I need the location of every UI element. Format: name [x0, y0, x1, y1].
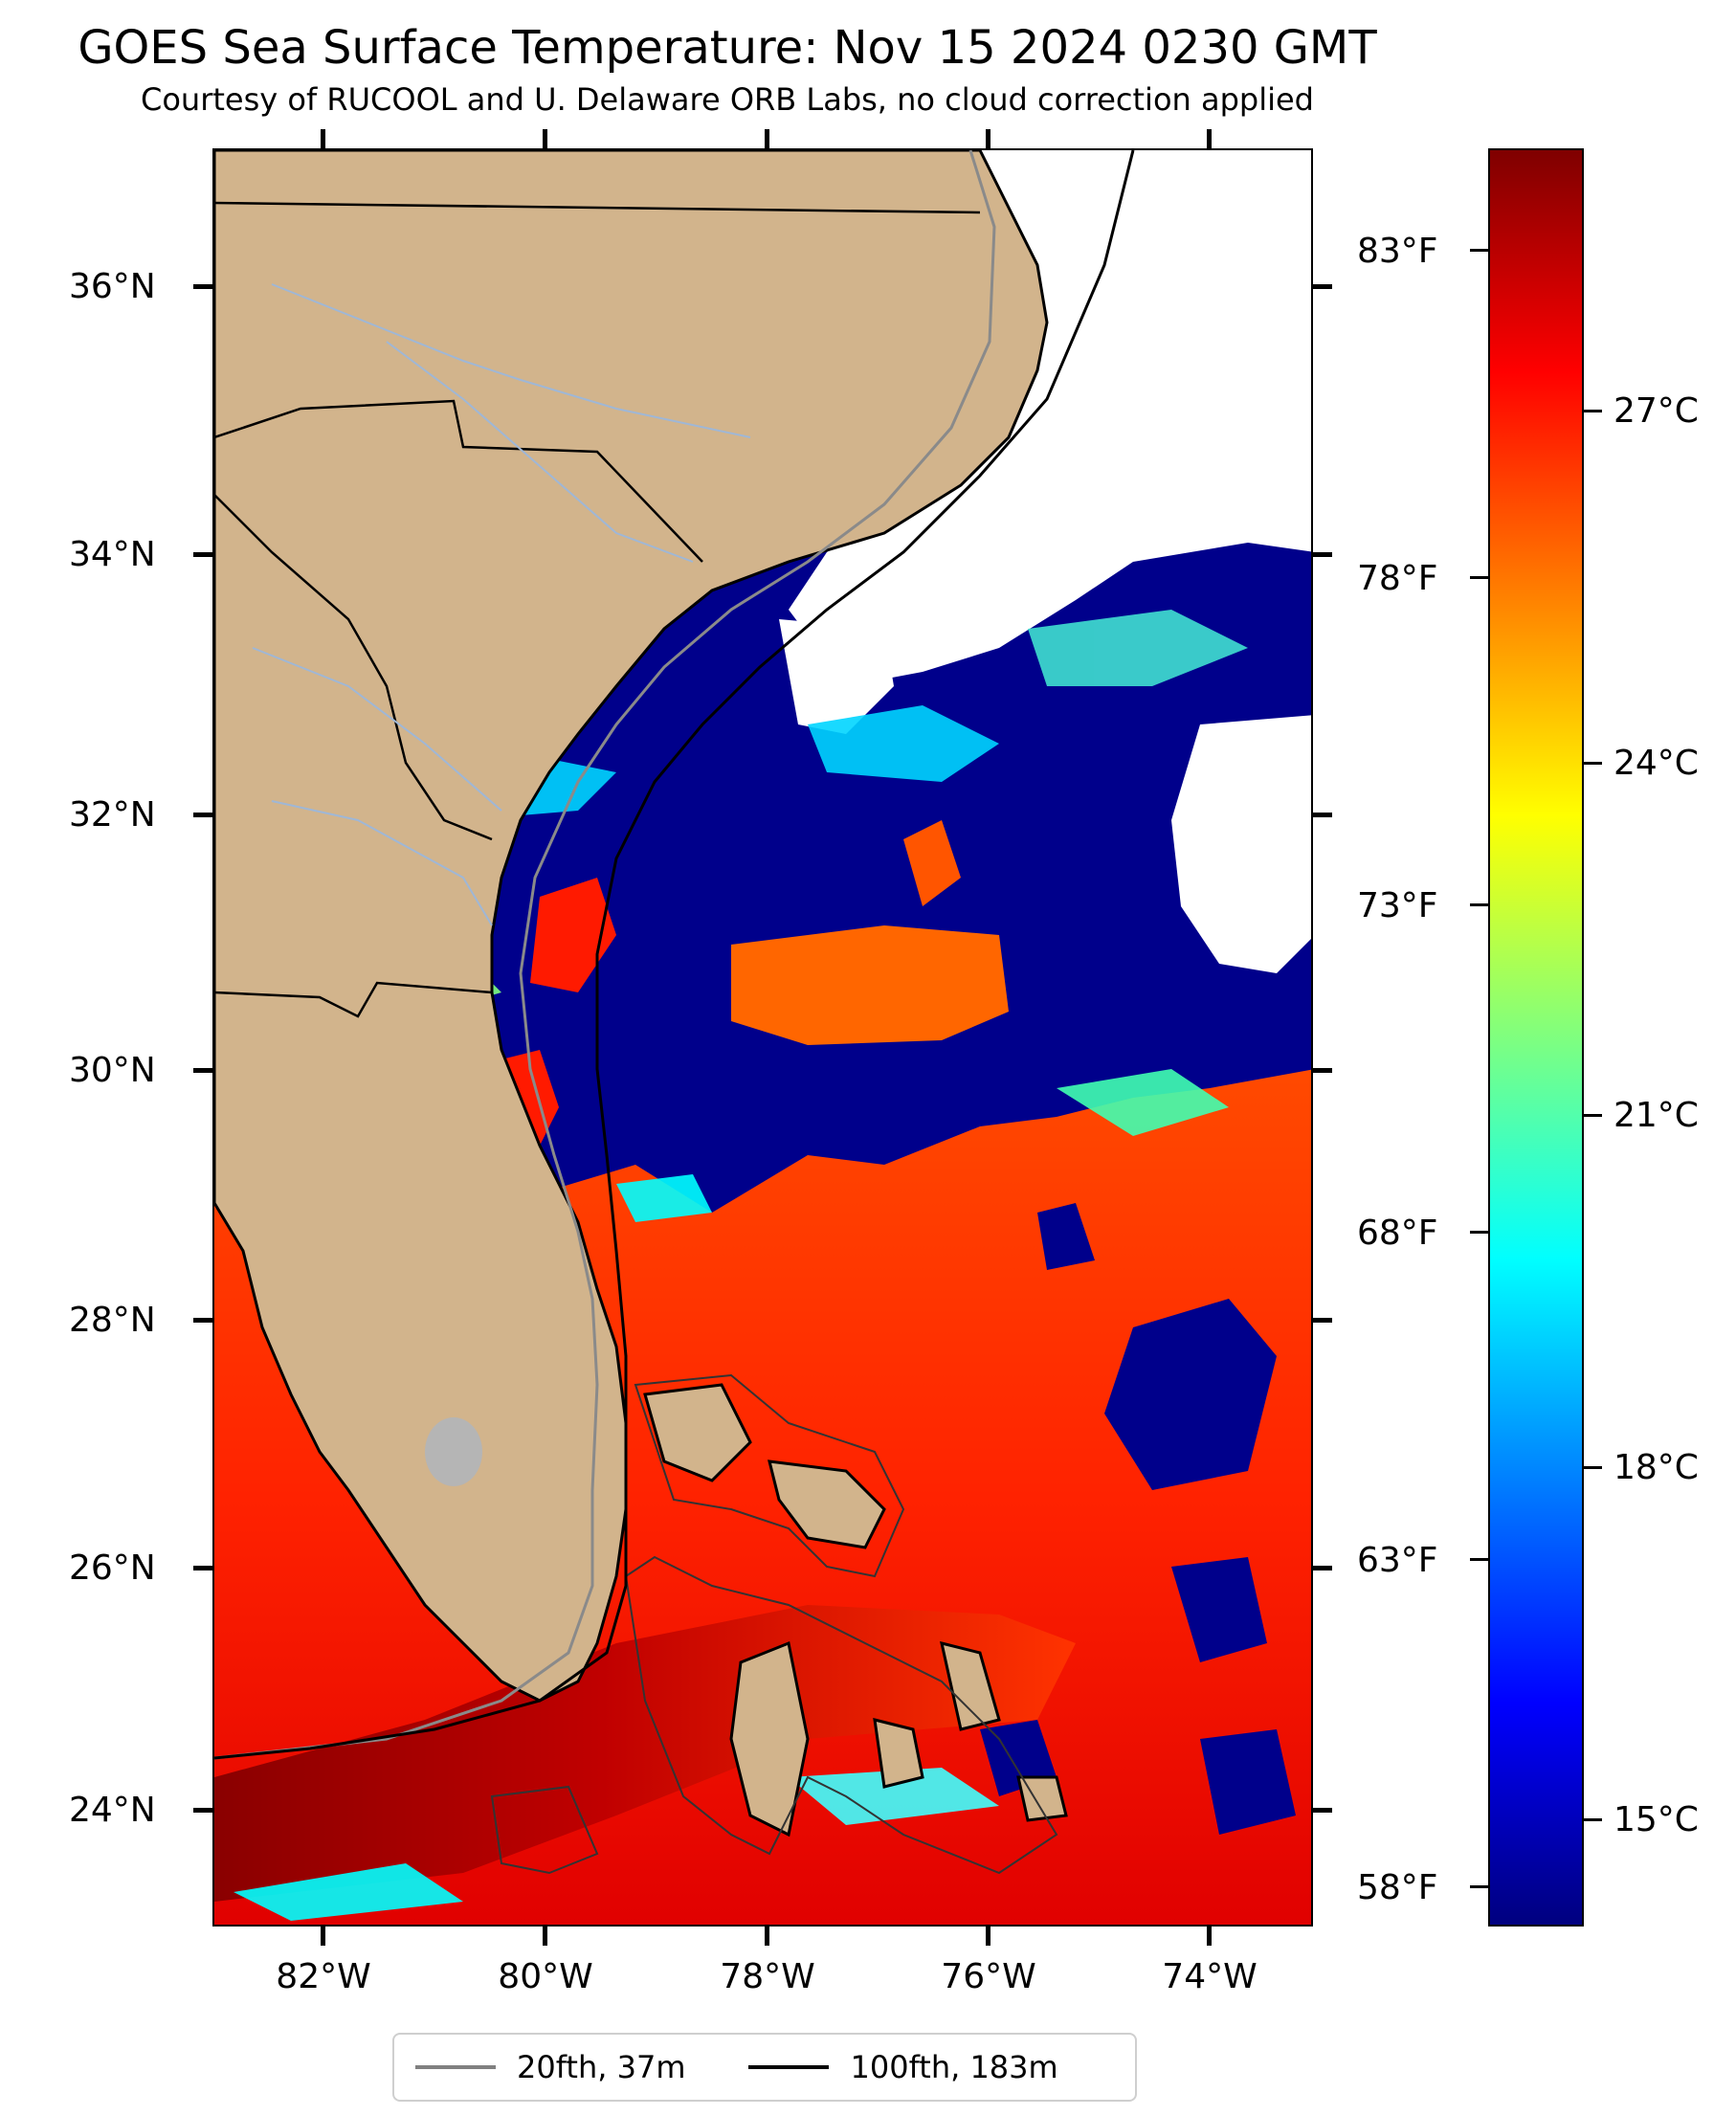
tick [1470, 1558, 1488, 1561]
tick [321, 1927, 325, 1946]
legend-label: 20fth, 37m [517, 2049, 686, 2085]
celsius-label: 21°C [1614, 1096, 1699, 1135]
tick [193, 1566, 212, 1570]
tick [193, 813, 212, 817]
tick [1313, 552, 1332, 557]
tick [986, 129, 990, 148]
legend-swatch [415, 2065, 496, 2069]
tick [765, 1927, 769, 1946]
tick [193, 1808, 212, 1813]
sst-map-canvas [214, 150, 1311, 1925]
fahrenheit-label: 63°F [1357, 1541, 1438, 1580]
legend-item-20fth: 20fth, 37m [415, 2049, 685, 2085]
tick [193, 1318, 212, 1323]
tick [543, 1927, 547, 1946]
warm-water-patch [731, 925, 1009, 1045]
lake-okeechobee [425, 1417, 482, 1486]
celsius-label: 15°C [1614, 1800, 1699, 1839]
lon-label: 78°W [720, 1957, 815, 1996]
tick [193, 552, 212, 557]
warm-water-patch [530, 878, 616, 992]
tick [1470, 1885, 1488, 1888]
state-borders [214, 201, 981, 1018]
lat-label: 34°N [69, 535, 156, 574]
bank-outlines [490, 1373, 1058, 1875]
celsius-label: 27°C [1614, 391, 1699, 431]
fahrenheit-label: 58°F [1357, 1868, 1438, 1907]
lat-label: 28°N [69, 1301, 156, 1340]
isobath-100fth [214, 150, 1135, 1760]
legend-item-100fth: 100fth, 183m [748, 2049, 1058, 2085]
tick [1470, 1231, 1488, 1234]
tick [1584, 410, 1602, 412]
lon-label: 76°W [941, 1957, 1036, 1996]
tick [1470, 903, 1488, 906]
legend-label: 100fth, 183m [850, 2049, 1058, 2085]
tick [321, 129, 325, 148]
sst-map [212, 148, 1313, 1927]
lat-label: 26°N [69, 1548, 156, 1588]
tick [1584, 1818, 1602, 1821]
fahrenheit-label: 73°F [1357, 886, 1438, 925]
tick [1584, 762, 1602, 765]
isobath-legend: 20fth, 37m 100fth, 183m [392, 2033, 1137, 2102]
fahrenheit-label: 68°F [1357, 1214, 1438, 1253]
tick [1584, 1114, 1602, 1117]
tick [1313, 1068, 1332, 1073]
legend-swatch [748, 2065, 830, 2069]
warm-water-patch [903, 820, 961, 906]
cold-eddies [980, 1203, 1296, 1835]
lon-label: 74°W [1162, 1957, 1257, 1996]
fahrenheit-label: 83°F [1357, 232, 1438, 271]
bahamas-islands [643, 1383, 1068, 1838]
cloud-region [789, 150, 1311, 686]
tick [1470, 576, 1488, 579]
temperature-colorbar [1488, 148, 1584, 1927]
tick [1313, 284, 1332, 289]
lat-label: 24°N [69, 1791, 156, 1830]
celsius-label: 18°C [1614, 1448, 1699, 1487]
cloud-patch [1171, 715, 1311, 973]
isobath-20fth [214, 150, 996, 1760]
lon-label: 80°W [498, 1957, 593, 1996]
tick [193, 284, 212, 289]
tick [1584, 1466, 1602, 1469]
lat-label: 36°N [69, 267, 156, 306]
rivers [252, 283, 751, 926]
tick [1470, 249, 1488, 252]
tick [1313, 1318, 1332, 1323]
tick [765, 129, 769, 148]
tick [1313, 1808, 1332, 1813]
map-subtitle: Courtesy of RUCOOL and U. Delaware ORB L… [141, 81, 1314, 118]
map-title: GOES Sea Surface Temperature: Nov 15 202… [78, 21, 1377, 75]
tick [1313, 813, 1332, 817]
lat-label: 30°N [69, 1051, 156, 1090]
tick [1207, 1927, 1212, 1946]
tick [986, 1927, 990, 1946]
lon-label: 82°W [276, 1957, 371, 1996]
tick [543, 129, 547, 148]
cloud-patch [779, 619, 894, 734]
tick [1313, 1566, 1332, 1570]
celsius-label: 24°C [1614, 744, 1699, 783]
fahrenheit-label: 78°F [1357, 559, 1438, 598]
tick [1207, 129, 1212, 148]
hot-water-band [214, 1605, 1076, 1902]
tick [193, 1068, 212, 1073]
lat-label: 32°N [69, 795, 156, 835]
